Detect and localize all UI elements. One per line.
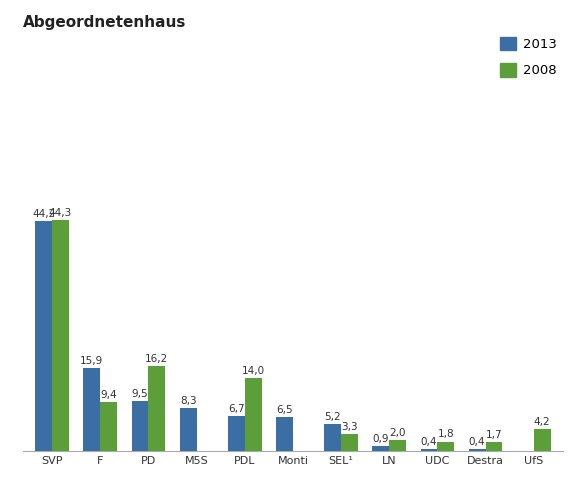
Text: Abgeordnetenhaus: Abgeordnetenhaus bbox=[23, 15, 187, 30]
Bar bbox=[228, 416, 245, 451]
Bar bbox=[276, 417, 293, 451]
Text: 8,3: 8,3 bbox=[180, 396, 197, 406]
Text: 4,2: 4,2 bbox=[534, 417, 550, 427]
Text: 44,3: 44,3 bbox=[49, 208, 72, 218]
Text: 9,4: 9,4 bbox=[100, 390, 117, 400]
Bar bbox=[324, 424, 341, 451]
Text: 15,9: 15,9 bbox=[80, 356, 103, 366]
Bar bbox=[100, 402, 117, 451]
Bar bbox=[341, 434, 358, 451]
Text: 1,8: 1,8 bbox=[437, 429, 454, 439]
Text: 9,5: 9,5 bbox=[132, 389, 148, 399]
Text: 0,4: 0,4 bbox=[469, 437, 485, 447]
Bar bbox=[132, 401, 148, 451]
Bar bbox=[52, 220, 69, 451]
Bar bbox=[437, 441, 454, 451]
Bar bbox=[148, 367, 165, 451]
Text: 0,9: 0,9 bbox=[372, 434, 389, 444]
Text: 16,2: 16,2 bbox=[145, 354, 168, 364]
Text: 3,3: 3,3 bbox=[341, 422, 358, 432]
Text: 6,7: 6,7 bbox=[228, 404, 245, 414]
Legend: 2013, 2008: 2013, 2008 bbox=[495, 32, 562, 83]
Bar bbox=[180, 408, 197, 451]
Bar bbox=[245, 378, 262, 451]
Text: 0,4: 0,4 bbox=[420, 437, 437, 447]
Bar bbox=[534, 429, 550, 451]
Text: 1,7: 1,7 bbox=[485, 430, 502, 440]
Bar bbox=[372, 446, 389, 451]
Bar bbox=[35, 220, 52, 451]
Text: 14,0: 14,0 bbox=[242, 366, 264, 376]
Text: 44,2: 44,2 bbox=[32, 208, 55, 218]
Bar bbox=[389, 440, 406, 451]
Bar bbox=[485, 442, 502, 451]
Bar bbox=[420, 449, 437, 451]
Text: 2,0: 2,0 bbox=[389, 428, 406, 438]
Text: 5,2: 5,2 bbox=[324, 412, 341, 422]
Bar bbox=[469, 449, 485, 451]
Bar bbox=[84, 368, 100, 451]
Text: 6,5: 6,5 bbox=[276, 405, 293, 415]
